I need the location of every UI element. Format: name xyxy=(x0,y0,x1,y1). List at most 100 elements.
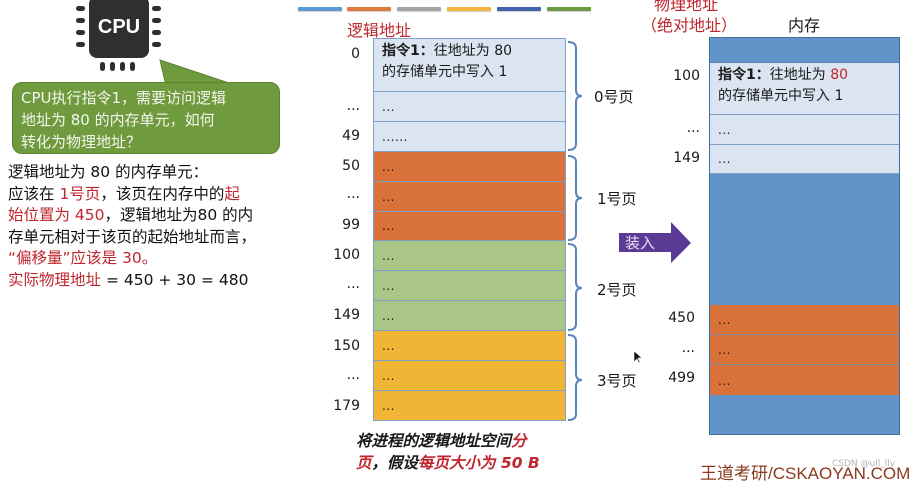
memory-cell: ... xyxy=(710,305,899,335)
logical-cell: ... xyxy=(373,241,566,271)
instruction-bold: 指令1： xyxy=(718,67,770,83)
cell-text: ... xyxy=(718,343,731,357)
memory-title: 内存 xyxy=(788,16,821,35)
legend-bar-3 xyxy=(397,7,441,11)
logical-addr-label: 0 xyxy=(351,46,360,62)
expl-line: 逻辑地址为 80 的内存单元： xyxy=(8,163,209,181)
logical-cell: ... xyxy=(373,271,566,301)
page-0-label: 0号页 xyxy=(594,88,634,106)
load-arrow-label: 装入 xyxy=(625,234,656,252)
cpu-pin xyxy=(76,30,85,35)
cell-text: ... xyxy=(382,249,395,263)
expl-line: 始位置为 450，逻辑地址为80 的内 xyxy=(8,205,293,227)
instruction-highlight: 80 xyxy=(830,67,849,83)
cpu-pin xyxy=(152,30,161,35)
physical-addr-label: 450 xyxy=(668,310,695,326)
logical-cell: ...... xyxy=(373,122,566,152)
logical-addr-label: ... xyxy=(346,98,360,114)
expl-line: 应该在 1号页，该页在内存中的起 xyxy=(8,184,293,206)
cpu-pin xyxy=(130,62,135,71)
cpu-chip-icon xyxy=(70,0,170,76)
caption-highlight: 每页大小为 50 B xyxy=(418,454,540,472)
absolute-address-title: （绝对地址） xyxy=(641,16,738,35)
instruction-text: 往地址为 xyxy=(769,67,831,83)
expl-line: “偏移量”应该是 30。 xyxy=(8,249,158,268)
logical-addr-label: 100 xyxy=(333,247,360,263)
memory-free-block xyxy=(710,38,899,63)
legend-bar-1 xyxy=(298,7,342,11)
cpu-label: CPU xyxy=(89,0,149,58)
legend-bar-4 xyxy=(447,7,491,11)
cell-text: ... xyxy=(382,339,395,353)
page-1-label: 1号页 xyxy=(597,190,637,208)
bubble-line: 转化为物理地址？ xyxy=(21,133,142,151)
physical-addr-label: 499 xyxy=(668,370,695,386)
memory-cell: ... xyxy=(710,365,899,395)
caption-line: 将进程的逻辑地址空间分 xyxy=(356,430,576,452)
physical-addr-label: ... xyxy=(686,120,700,136)
expl-highlight: 1号页 xyxy=(59,184,101,203)
expl-text: = 450 + 30 = 480 xyxy=(101,270,249,289)
logical-cell: ... xyxy=(373,391,566,421)
logical-addr-label: ... xyxy=(346,367,360,383)
cell-text: ... xyxy=(382,190,395,204)
instruction-text: 往地址为 80 xyxy=(433,43,513,59)
cell-text: ... xyxy=(718,313,731,327)
cell-text: ... xyxy=(382,399,395,413)
memory-free-block xyxy=(710,174,899,305)
watermark: CSDN @ull_lly xyxy=(832,459,896,469)
logical-cell: ... xyxy=(373,152,566,182)
expl-line: 实际物理地址 = 450 + 30 = 480 xyxy=(8,270,293,292)
instruction-line: 指令1：往地址为 80 xyxy=(718,65,891,86)
logical-address-title: 逻辑地址 xyxy=(347,21,412,40)
physical-memory: 指令1：往地址为 80 的存储单元中写入 1 ... ... ... ... .… xyxy=(709,37,900,435)
instruction-bold: 指令1： xyxy=(382,43,434,59)
logical-addr-label: 99 xyxy=(342,217,360,233)
logical-addr-label: 179 xyxy=(333,398,360,414)
logical-addr-label: 50 xyxy=(342,158,360,174)
load-arrow-icon xyxy=(619,222,691,263)
caption-text: ，假设 xyxy=(371,454,419,472)
page-3-label: 3号页 xyxy=(597,372,637,390)
cpu-pin xyxy=(152,42,161,47)
logical-addr-label: 150 xyxy=(333,338,360,354)
physical-addr-label: 149 xyxy=(673,150,700,166)
memory-cell-instruction: 指令1：往地址为 80 的存储单元中写入 1 xyxy=(710,63,899,115)
cell-text: ...... xyxy=(382,130,408,144)
logical-addr-label: ... xyxy=(346,276,360,292)
cpu-pin xyxy=(110,62,115,71)
expl-highlight: 实际物理地址 xyxy=(8,270,102,289)
physical-addr-label: 100 xyxy=(673,68,700,84)
cell-text: ... xyxy=(718,123,731,137)
cell-text: ... xyxy=(718,374,731,388)
brand-footer: 王道考研/CSKAOYAN.COM xyxy=(700,464,911,483)
cpu-pin xyxy=(152,6,161,11)
expl-text: 应该在 xyxy=(8,184,60,203)
logical-address-space: 指令1：往地址为 80 的存储单元中写入 1 ... ...... ... ..… xyxy=(373,38,566,421)
legend-bar-6 xyxy=(547,7,591,11)
logical-cell: ... xyxy=(373,331,566,361)
caption-text: 将进程的逻辑地址空间 xyxy=(356,432,512,450)
logical-addr-label: 49 xyxy=(342,128,360,144)
cell-text: ... xyxy=(382,160,395,174)
memory-cell: ... xyxy=(710,115,899,145)
page-2-label: 2号页 xyxy=(597,281,637,299)
cpu-question-bubble: CPU执行指令1，需要访问逻辑 地址为 80 的内存单元，如何 转化为物理地址？ xyxy=(12,82,280,154)
logical-addr-label: ... xyxy=(346,186,360,202)
expl-text: ，逻辑地址为80 的内 xyxy=(104,206,254,225)
logical-cell: ... xyxy=(373,182,566,212)
cpu-pin xyxy=(120,62,125,71)
cpu-pin xyxy=(152,18,161,23)
cell-text: ... xyxy=(382,369,395,383)
logical-cell: ... xyxy=(373,301,566,331)
cell-text: ... xyxy=(382,279,395,293)
expl-text: ，该页在内存中的 xyxy=(100,184,225,203)
bubble-line: 地址为 80 的内存单元，如何 xyxy=(21,111,215,129)
memory-cell: ... xyxy=(710,335,899,365)
caption-highlight: 页 xyxy=(356,454,372,472)
memory-free-block xyxy=(710,395,899,434)
instruction-line: 指令1：往地址为 80 xyxy=(382,41,557,62)
logical-cell: ... xyxy=(373,92,566,122)
cell-text: ... xyxy=(718,152,731,166)
expl-highlight: 起 xyxy=(224,184,240,203)
